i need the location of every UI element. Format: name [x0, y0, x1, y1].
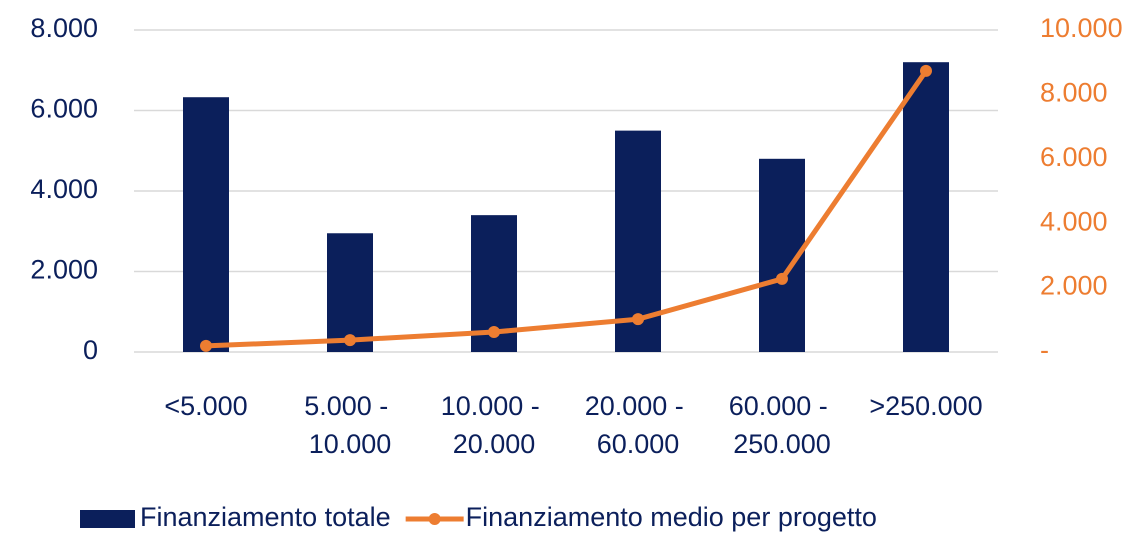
bar: [903, 62, 949, 352]
x-tick-label: 20.000 - 60.000: [585, 391, 692, 459]
y2-tick-label: -: [1040, 335, 1049, 365]
x-tick-line: 60.000 -: [729, 391, 836, 421]
x-tick-label: 5.000 - 10.000: [304, 391, 396, 459]
y-tick-label: 6.000: [30, 94, 98, 124]
marker: [200, 339, 212, 352]
marker: [776, 272, 788, 285]
line: [205, 69, 929, 349]
legend-label: Finanziamento totale: [140, 502, 391, 532]
y2-tick-label: 10.000: [1040, 13, 1123, 43]
x-tick-label: >250.000: [869, 391, 982, 421]
y2-tick-label: 6.000: [1040, 142, 1108, 172]
y2-tick-label: 2.000: [1040, 271, 1108, 301]
marker: [632, 313, 644, 326]
x-tick-line: 20.000: [453, 429, 536, 459]
x-tick-line: 250.000: [733, 429, 831, 459]
x-tick-line: 10.000 -: [441, 391, 548, 421]
y2-tick-label: 4.000: [1040, 206, 1108, 236]
y-tick-label: 8.000: [30, 13, 98, 43]
x-tick-label: 10.000 - 20.000: [441, 391, 548, 459]
y-tick-label: 0: [83, 335, 98, 365]
x-tick-line: 5.000 -: [304, 391, 396, 421]
bar: [183, 97, 229, 352]
y-tick-label: 4.000: [30, 174, 98, 204]
marker: [488, 326, 500, 339]
x-tick-line: 10.000: [309, 429, 392, 459]
legend-swatch: [80, 510, 135, 528]
x-tick-line: 20.000 -: [585, 391, 692, 421]
x-tick-line: 60.000: [597, 429, 680, 459]
y-tick-label: 2.000: [30, 255, 98, 285]
marker: [344, 334, 356, 347]
x-tick-label: 60.000 - 250.000: [729, 391, 836, 459]
x-tick-label: <5.000: [164, 391, 247, 421]
y2-tick-label: 8.000: [1040, 78, 1108, 108]
legend-marker: [428, 513, 441, 525]
marker: [920, 64, 932, 77]
bar: [327, 233, 373, 352]
legend-label: Finanziamento medio per progetto: [466, 502, 877, 532]
